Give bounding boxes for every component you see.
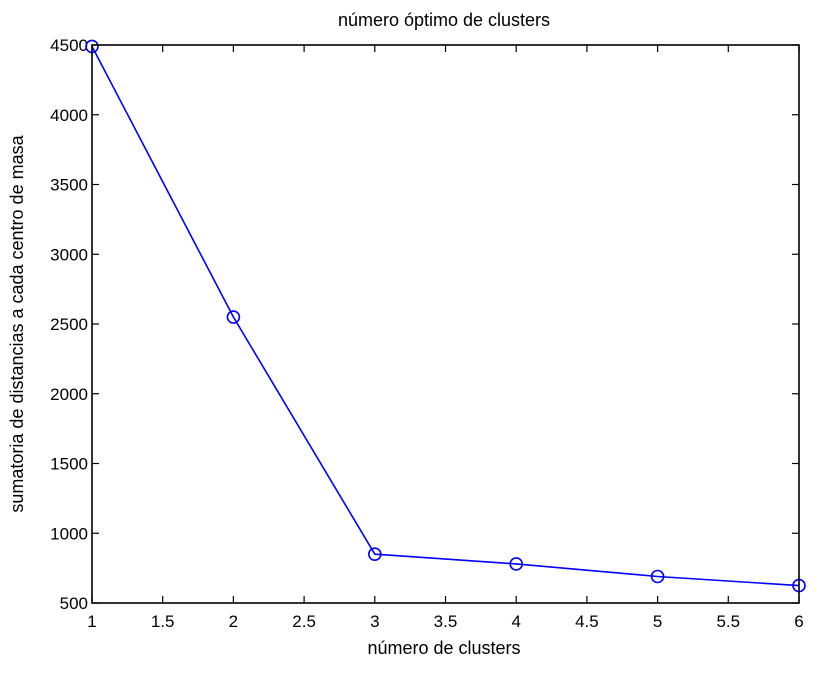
x-tick-label: 4.5	[575, 612, 599, 631]
data-point-marker	[509, 557, 524, 571]
y-tick-label: 2000	[50, 385, 88, 404]
data-point-marker	[650, 569, 665, 584]
x-tick-label: 3.5	[434, 612, 458, 631]
series-line	[91, 46, 800, 587]
x-tick-label: 1.5	[151, 612, 175, 631]
x-tick-label: 3	[370, 612, 379, 631]
chart-title: número óptimo de clusters	[338, 10, 550, 30]
x-tick-label: 5.5	[716, 612, 740, 631]
x-tick-label: 5	[653, 612, 662, 631]
axis-ticks	[91, 44, 800, 604]
y-tick-label: 1500	[50, 455, 88, 474]
y-tick-label: 3000	[50, 245, 88, 264]
data-point-marker	[226, 310, 241, 324]
y-tick-label: 1000	[50, 524, 88, 543]
x-tick-label: 6	[794, 612, 803, 631]
tick-labels: 1 1.5 2 2.5 3 3.5 4 4.5 5 5.5 6 500 1000 1500 2000 2500…	[50, 36, 804, 631]
y-tick-label: 3500	[50, 176, 88, 195]
y-axis-label: sumatoria de distancias a cada centro de…	[7, 134, 27, 512]
x-axis-label: número de clusters	[367, 638, 520, 658]
y-tick-label: 2500	[50, 315, 88, 334]
data-markers	[85, 39, 806, 593]
x-tick-label: 4	[511, 612, 520, 631]
y-tick-label: 4000	[50, 106, 88, 125]
y-tick-label: 500	[60, 594, 88, 613]
x-tick-label: 2.5	[292, 612, 316, 631]
plot-frame	[91, 44, 800, 604]
x-tick-label: 1	[87, 612, 96, 631]
data-point-marker	[367, 547, 382, 561]
y-tick-label: 4500	[50, 36, 88, 55]
x-tick-label: 2	[229, 612, 238, 631]
